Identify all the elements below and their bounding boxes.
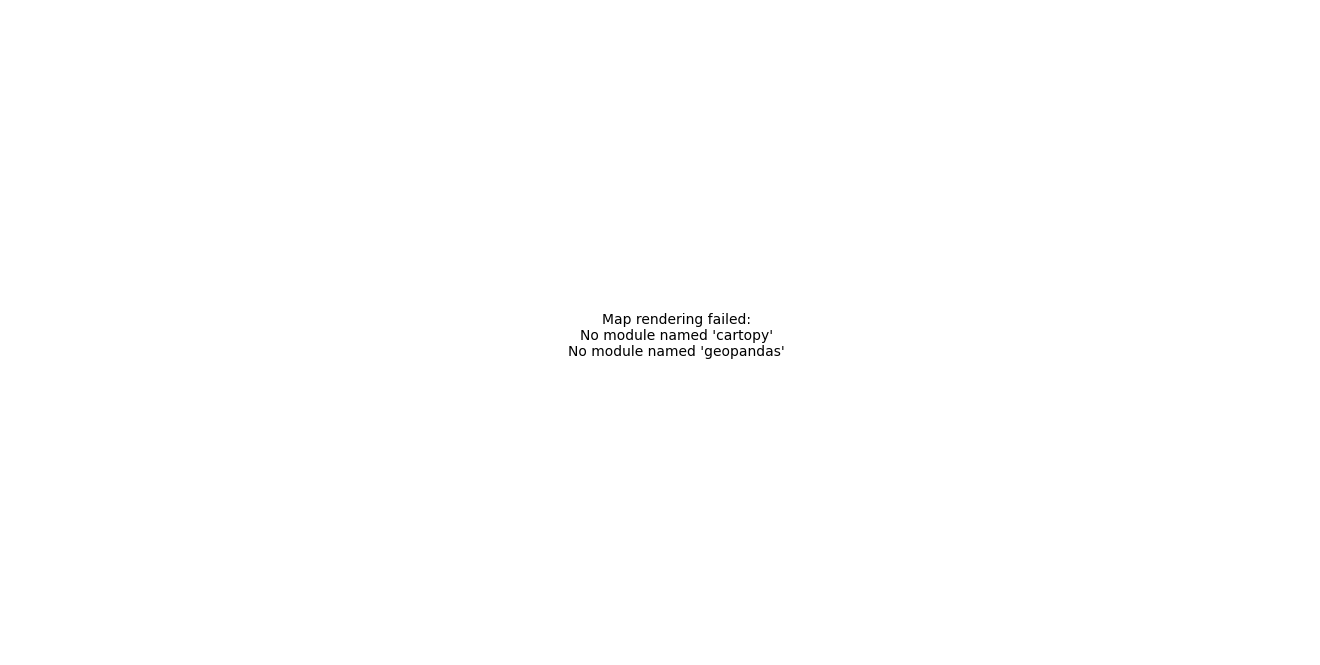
Text: Map rendering failed:
No module named 'cartopy'
No module named 'geopandas': Map rendering failed: No module named 'c… — [568, 313, 785, 359]
